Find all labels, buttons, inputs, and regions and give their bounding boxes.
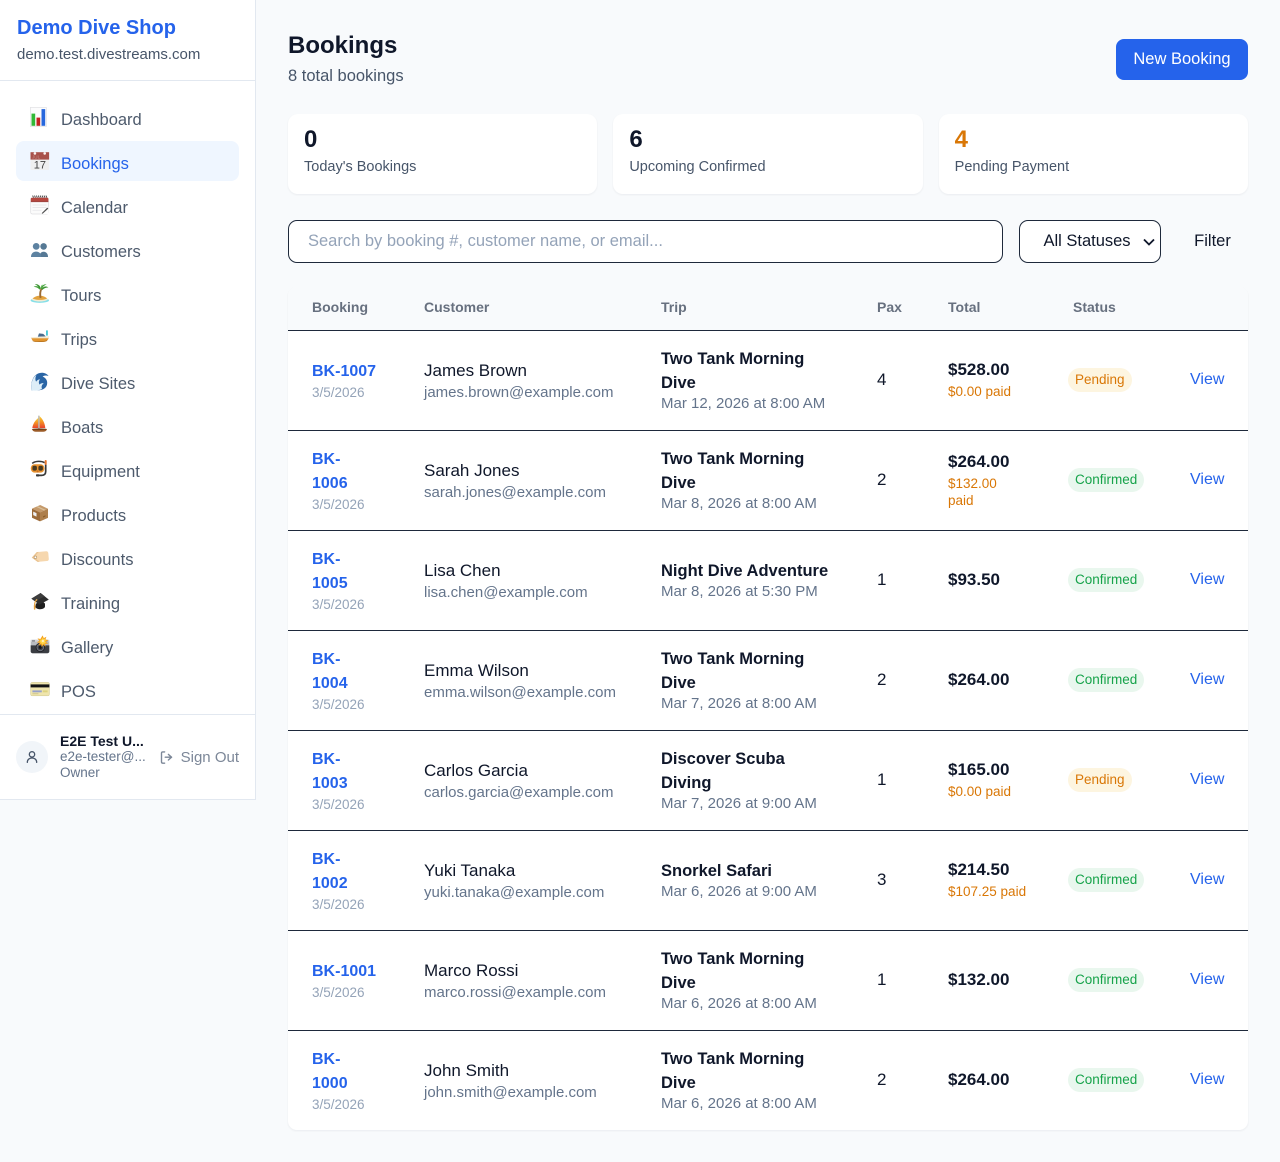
svg-text:17: 17 <box>34 160 46 172</box>
svg-text:JUL: JUL <box>32 155 41 160</box>
